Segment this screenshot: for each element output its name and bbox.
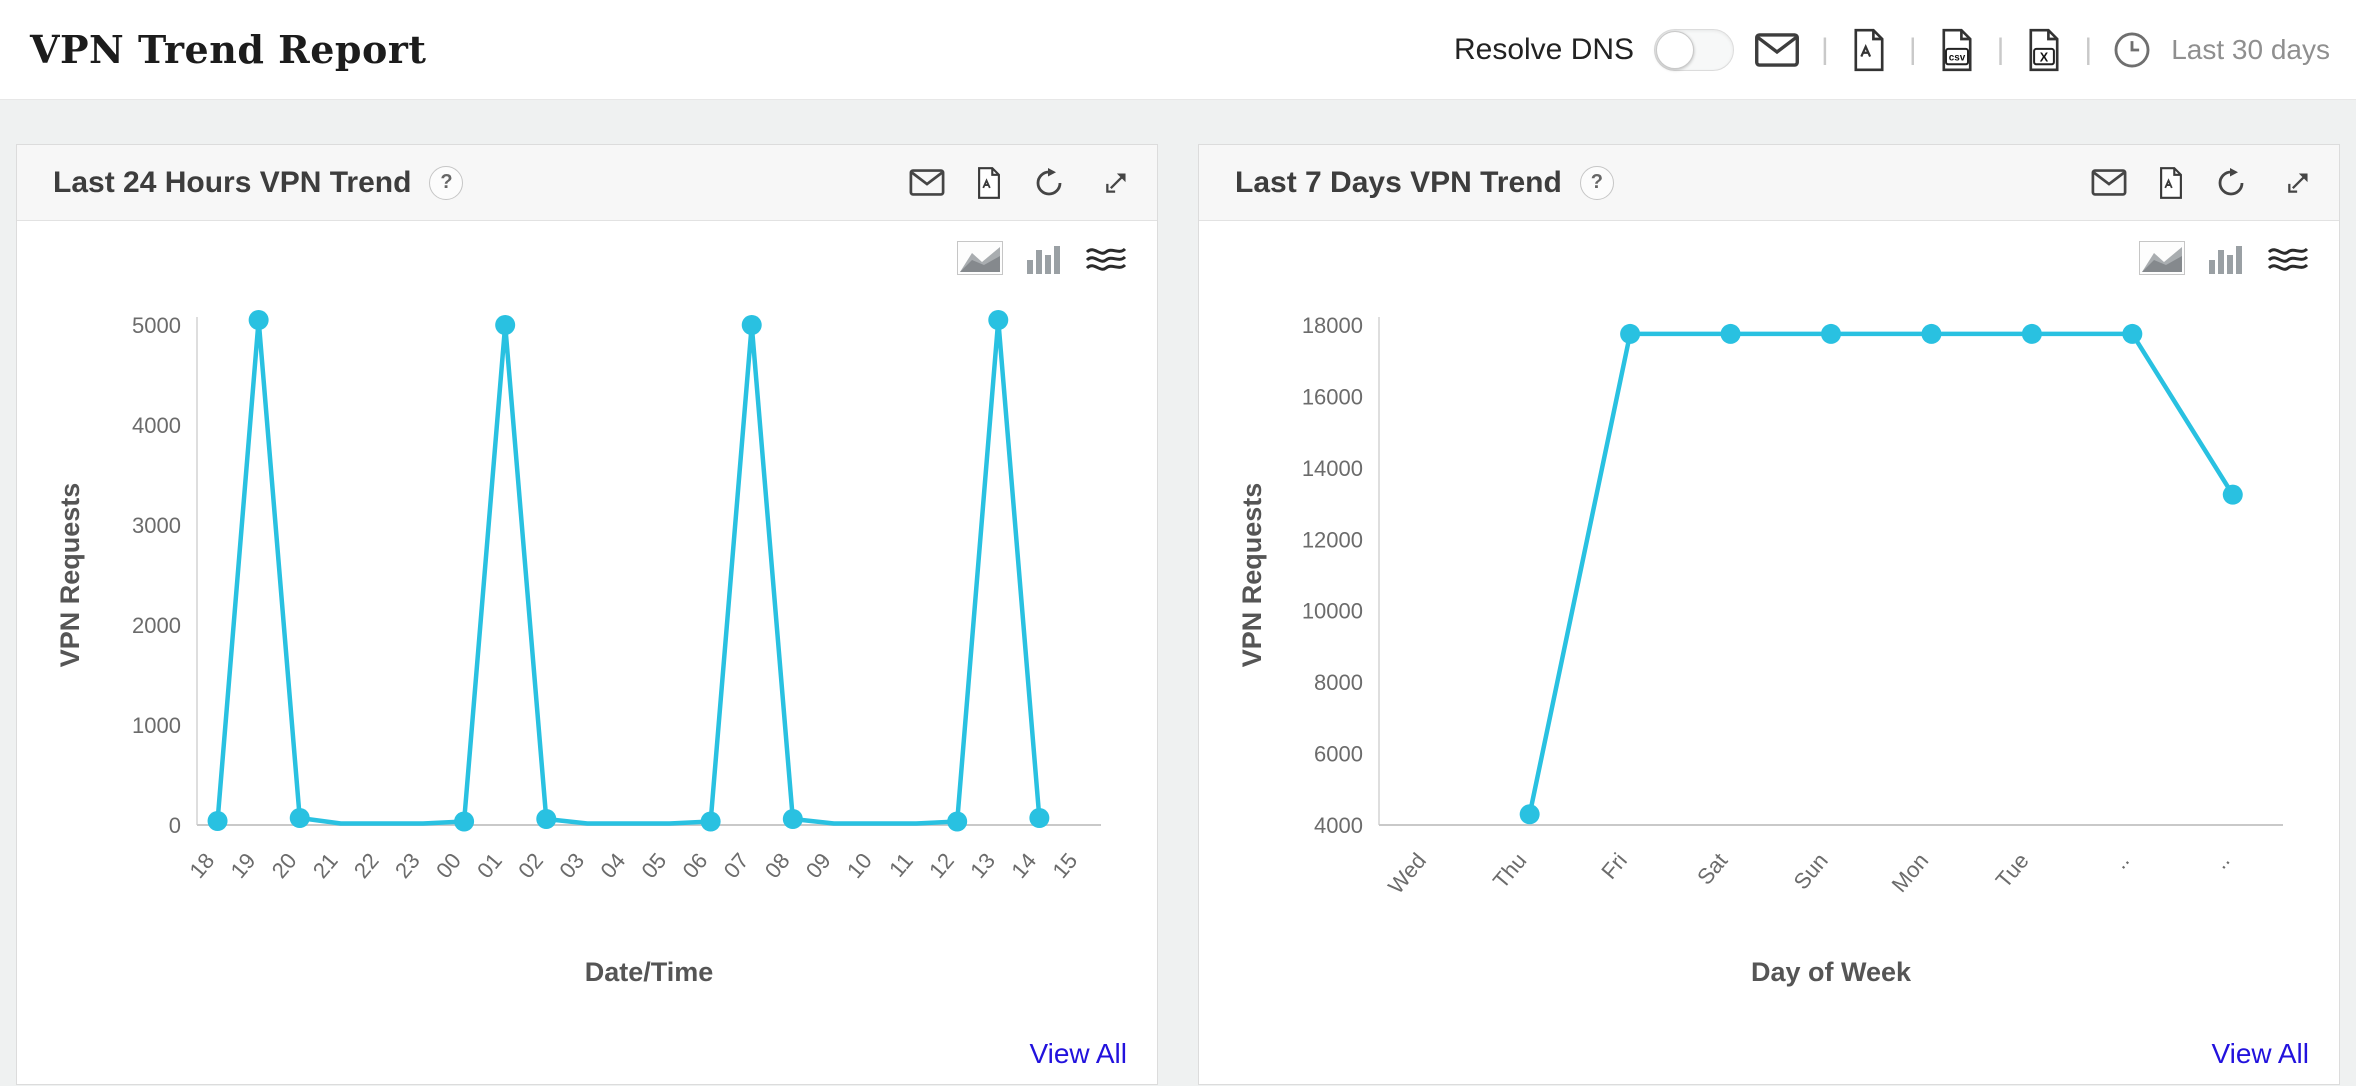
time-range-label[interactable]: Last 30 days: [2171, 33, 2330, 65]
svg-text:13: 13: [965, 848, 1000, 883]
svg-text:Sun: Sun: [1789, 848, 1833, 894]
svg-text:06: 06: [678, 848, 713, 883]
export-csv-icon[interactable]: csv: [1938, 28, 1976, 72]
svg-text:..: ..: [2208, 848, 2235, 873]
svg-text:Wed: Wed: [1383, 848, 1431, 898]
svg-text:05: 05: [636, 848, 671, 883]
export-excel-icon[interactable]: X: [2025, 28, 2063, 72]
svg-text:4000: 4000: [1314, 813, 1363, 838]
svg-text:12: 12: [924, 848, 959, 883]
svg-text:4000: 4000: [132, 413, 181, 438]
svg-text:19: 19: [226, 848, 261, 883]
panel-header: Last 24 Hours VPN Trend ?: [17, 145, 1157, 221]
email-icon[interactable]: [2091, 169, 2127, 196]
help-icon[interactable]: ?: [429, 165, 464, 200]
svg-text:Date/Time: Date/Time: [585, 957, 714, 987]
panel-title: Last 7 Days VPN Trend: [1235, 165, 1562, 199]
panel-last-7-days: Last 7 Days VPN Trend ?: [1198, 144, 2340, 1085]
stream-chart-icon[interactable]: [1085, 242, 1127, 274]
report-body: Last 24 Hours VPN Trend ?: [0, 100, 2356, 1085]
svg-text:20: 20: [267, 848, 302, 883]
refresh-icon[interactable]: [1033, 167, 1065, 199]
export-pdf-icon[interactable]: [1850, 28, 1888, 72]
svg-text:15: 15: [1047, 848, 1082, 883]
help-icon[interactable]: ?: [1579, 165, 1614, 200]
svg-text:0: 0: [169, 813, 181, 838]
expand-icon[interactable]: [2285, 170, 2311, 196]
bar-chart-icon[interactable]: [2207, 242, 2245, 274]
svg-text:12000: 12000: [1302, 527, 1363, 552]
chart-type-toolbar: [1199, 221, 2339, 275]
svg-text:00: 00: [431, 848, 466, 883]
svg-text:14: 14: [1006, 848, 1041, 883]
vpn-trend-7d-chart: 4000 6000 8000 10000 12000 14000 16000 18000 Wed…: [1237, 313, 2283, 987]
separator: |: [1908, 32, 1917, 66]
area-chart-icon[interactable]: [2139, 241, 2185, 275]
bar-chart-icon[interactable]: [1025, 242, 1063, 274]
svg-text:09: 09: [801, 848, 836, 883]
chart-type-toolbar: [17, 221, 1157, 275]
svg-text:Day of Week: Day of Week: [1751, 957, 1912, 987]
svg-text:02: 02: [513, 848, 548, 883]
pdf-icon[interactable]: [2157, 166, 2185, 200]
panel-header: Last 7 Days VPN Trend ?: [1199, 145, 2339, 221]
csv-icon-label: csv: [1948, 52, 1965, 63]
pdf-icon[interactable]: [975, 166, 1003, 200]
svg-text:Sat: Sat: [1692, 848, 1732, 889]
view-all-link[interactable]: View All: [2211, 1038, 2309, 1069]
svg-text:07: 07: [719, 848, 754, 883]
svg-text:..: ..: [2107, 848, 2134, 873]
svg-text:08: 08: [760, 848, 795, 883]
svg-text:3000: 3000: [132, 513, 181, 538]
clock-icon[interactable]: [2113, 31, 2151, 69]
email-report-icon[interactable]: [1754, 32, 1800, 67]
svg-text:03: 03: [554, 848, 589, 883]
expand-icon[interactable]: [1103, 170, 1129, 196]
stream-chart-icon[interactable]: [2267, 242, 2309, 274]
svg-text:VPN Requests: VPN Requests: [55, 483, 85, 668]
resolve-dns-toggle[interactable]: [1654, 28, 1735, 71]
panel-title: Last 24 Hours VPN Trend: [53, 165, 412, 199]
resolve-dns-label: Resolve DNS: [1453, 32, 1635, 66]
svg-text:Fri: Fri: [1596, 848, 1632, 884]
svg-text:2000: 2000: [132, 613, 181, 638]
svg-text:Thu: Thu: [1488, 848, 1532, 893]
svg-text:1000: 1000: [132, 713, 181, 738]
svg-text:10: 10: [842, 848, 877, 883]
refresh-icon[interactable]: [2215, 167, 2247, 199]
svg-text:8000: 8000: [1314, 670, 1363, 695]
separator: |: [2084, 32, 2093, 66]
svg-text:21: 21: [308, 848, 343, 883]
svg-text:18: 18: [184, 848, 219, 883]
svg-text:6000: 6000: [1314, 742, 1363, 767]
svg-text:VPN Requests: VPN Requests: [1237, 483, 1267, 668]
svg-text:10000: 10000: [1302, 599, 1363, 624]
panel-last-24-hours: Last 24 Hours VPN Trend ?: [16, 144, 1158, 1085]
svg-text:11: 11: [884, 848, 918, 882]
svg-text:16000: 16000: [1302, 384, 1363, 409]
svg-text:Tue: Tue: [1991, 848, 2034, 892]
separator: |: [1996, 32, 2005, 66]
separator: |: [1821, 32, 1829, 66]
top-bar: VPN Trend Report Resolve DNS | | csv | X…: [0, 0, 2356, 100]
view-all-link[interactable]: View All: [1029, 1038, 1127, 1069]
svg-text:01: 01: [472, 848, 507, 883]
toggle-knob: [1656, 30, 1695, 69]
svg-text:14000: 14000: [1302, 456, 1363, 481]
excel-icon-label: X: [2040, 50, 2049, 64]
page-title: VPN Trend Report: [30, 27, 427, 72]
svg-text:23: 23: [390, 848, 425, 883]
area-chart-icon[interactable]: [957, 241, 1003, 275]
svg-text:18000: 18000: [1302, 313, 1363, 338]
svg-text:Mon: Mon: [1887, 848, 1934, 897]
email-icon[interactable]: [909, 169, 945, 196]
svg-text:04: 04: [595, 848, 630, 883]
svg-text:5000: 5000: [132, 313, 181, 338]
svg-text:22: 22: [349, 848, 384, 883]
